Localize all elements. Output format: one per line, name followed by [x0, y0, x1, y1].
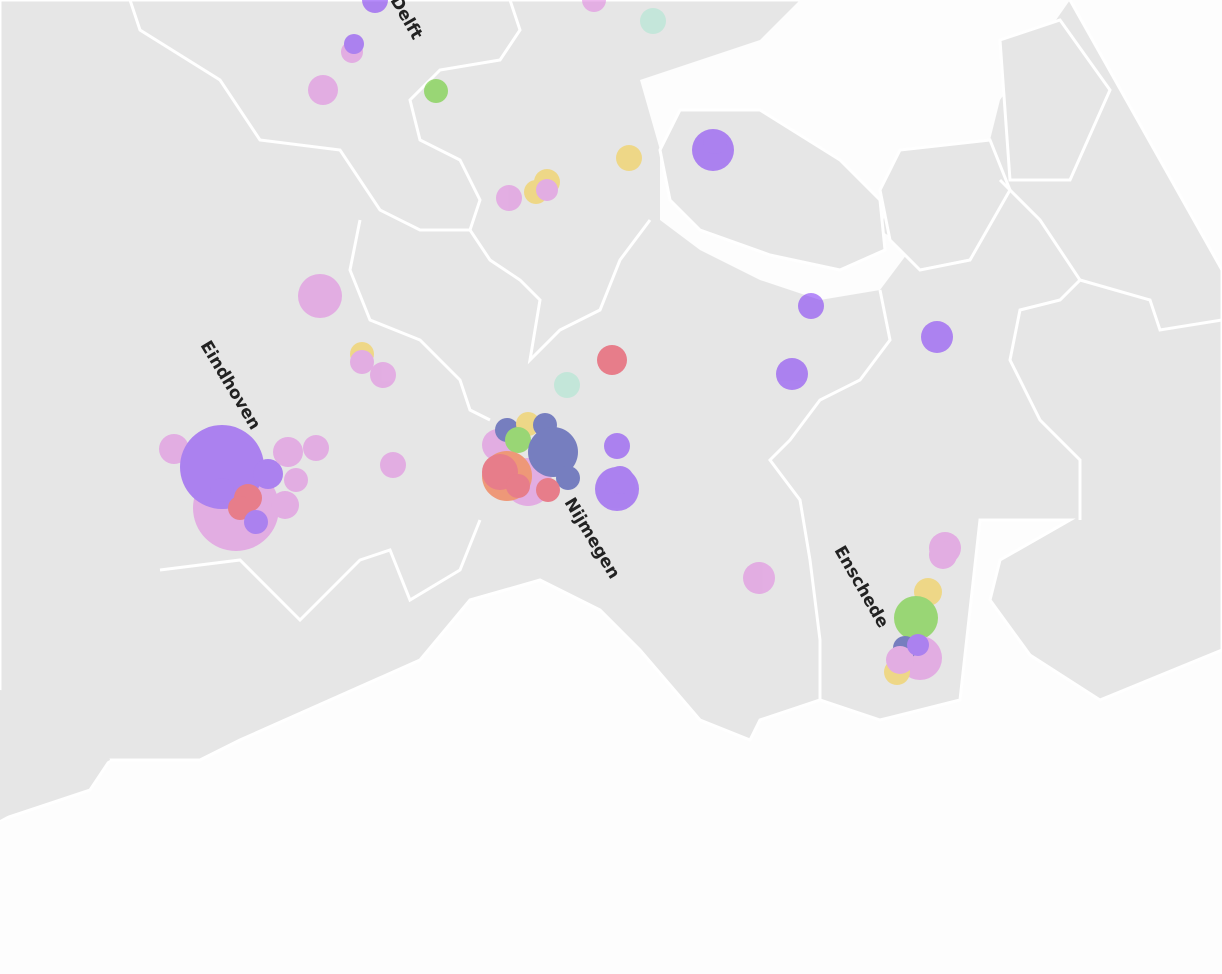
bubble: [894, 596, 938, 640]
border: [159, 519, 482, 623]
bubble: [424, 79, 448, 103]
bubble: [776, 358, 808, 390]
bubble: [496, 185, 522, 211]
land-island: [998, 18, 1112, 182]
bubble: [273, 437, 303, 467]
bubble: [921, 321, 953, 353]
bubble: [743, 562, 775, 594]
border: [768, 289, 892, 700]
bubble: [798, 293, 824, 319]
border: [128, 0, 522, 232]
bubble: [907, 634, 929, 656]
bubble: [597, 345, 627, 375]
border: [998, 178, 1082, 520]
border: [348, 219, 491, 422]
bubble: [228, 496, 252, 520]
bubbles: [159, 0, 961, 685]
bubble: [505, 427, 531, 453]
bubble: [244, 510, 268, 534]
border: [1079, 278, 1222, 332]
bubble: [703, 130, 727, 154]
bubble: [308, 75, 338, 105]
bubble: [362, 0, 388, 13]
bubble: [929, 541, 957, 569]
bubble: [886, 646, 914, 674]
bubble: [210, 478, 234, 502]
borders: [128, 0, 1222, 700]
bubble: [303, 435, 329, 461]
bubble: [344, 34, 364, 54]
bubble: [370, 362, 396, 388]
bubble: [640, 8, 666, 34]
bubble: [253, 459, 283, 489]
border: [468, 219, 652, 365]
bubble: [350, 350, 374, 374]
land-island: [878, 138, 1012, 272]
bubble: [271, 491, 299, 519]
bubble: [380, 452, 406, 478]
bubble: [606, 466, 634, 494]
bubble: [616, 145, 642, 171]
bubble: [582, 0, 606, 12]
bubble: [528, 427, 578, 477]
bubble: [284, 468, 308, 492]
land: [0, 690, 110, 820]
bubble: [298, 274, 342, 318]
bubble: [506, 474, 530, 498]
bubble: [536, 179, 558, 201]
bubble: [536, 478, 560, 502]
bubble: [556, 466, 580, 490]
bubble: [554, 372, 580, 398]
bubble: [604, 433, 630, 459]
